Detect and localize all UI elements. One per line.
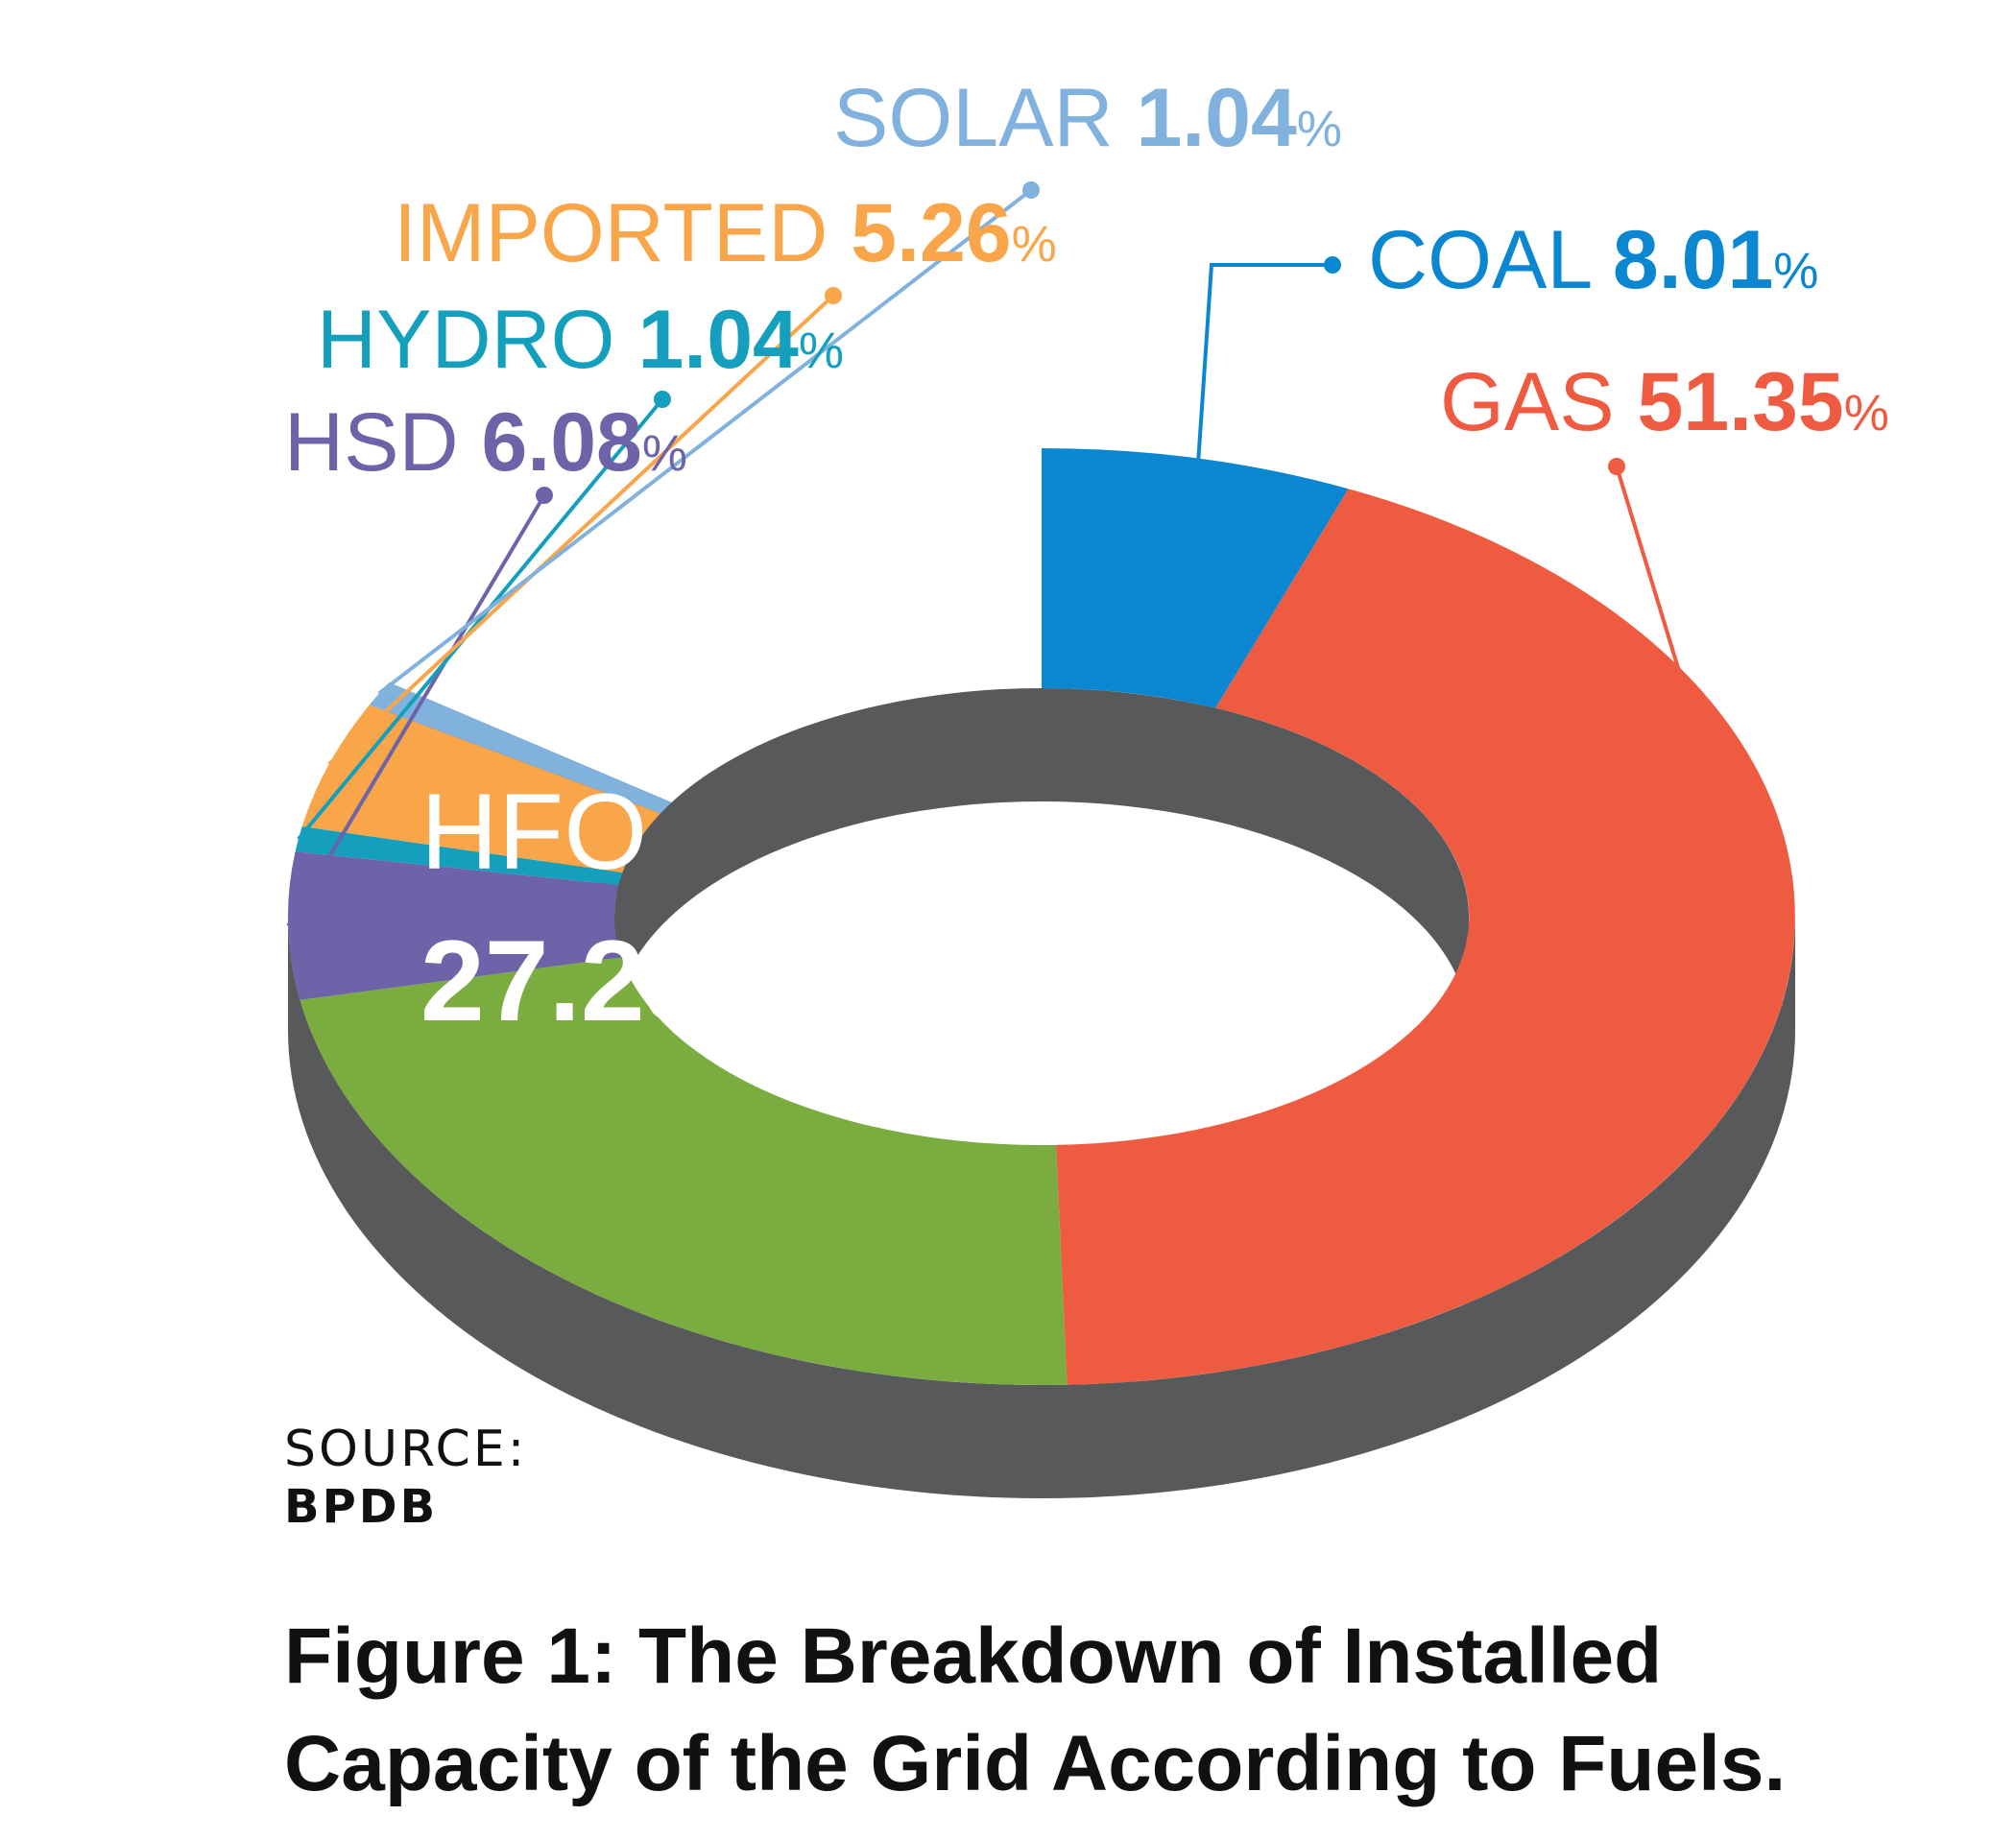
- leader-dot-hydro: [654, 391, 671, 408]
- slice-coal: [1042, 448, 1349, 708]
- outer-side-wall: [288, 917, 1795, 1498]
- label-hfo-value: 27.23%: [420, 917, 777, 1045]
- label-solar: SOLAR 1.04%: [833, 72, 1342, 164]
- label-imported: IMPORTED 5.26%: [394, 187, 1057, 279]
- leader-solar: [377, 188, 1033, 696]
- leader-dot-coal: [1324, 256, 1341, 274]
- slice-hfo: [300, 957, 1068, 1385]
- slice-imported: [301, 705, 661, 873]
- source-label: SOURCE:: [284, 1421, 528, 1478]
- leader-hsd: [286, 493, 546, 927]
- label-hfo-name: HFO: [420, 772, 647, 892]
- label-hydro: HYDRO 1.04%: [317, 294, 844, 386]
- leader-gas: [1615, 466, 1784, 1008]
- slice-gas: [1056, 489, 1795, 1385]
- label-gas: GAS 51.35%: [1440, 356, 1889, 448]
- donut-top: [287, 448, 1795, 1385]
- slice-labels: COAL 8.01% GAS 51.35% HFO 27.23% HSD 6.08% HY…: [284, 72, 1889, 1045]
- caption-line-1: Figure 1: The Breakdown of Installed: [284, 1613, 1663, 1700]
- caption-line-2: Capacity of the Grid According to Fuels.: [284, 1720, 1787, 1807]
- leader-hydro: [297, 397, 664, 841]
- leader-dot-solar: [1022, 181, 1040, 199]
- label-hsd: HSD 6.08%: [284, 396, 687, 489]
- source-note: SOURCE: BPDB: [284, 1421, 527, 1536]
- leader-dot-gas: [1608, 458, 1625, 475]
- label-coal: COAL 8.01%: [1368, 214, 1818, 306]
- leader-coal: [1196, 263, 1332, 459]
- figure-caption: Figure 1: The Breakdown of Installed Cap…: [284, 1603, 1916, 1818]
- slice-solar: [369, 682, 672, 814]
- leader-imported: [327, 294, 835, 766]
- slice-hydro: [295, 826, 623, 885]
- inner-side-wall: [614, 688, 1469, 1030]
- slice-hsd: [287, 851, 622, 1000]
- leader-lines: [286, 181, 1784, 1008]
- leader-dot-hsd: [536, 487, 553, 504]
- source-value: BPDB: [284, 1480, 439, 1534]
- leader-dot-imported: [825, 287, 842, 304]
